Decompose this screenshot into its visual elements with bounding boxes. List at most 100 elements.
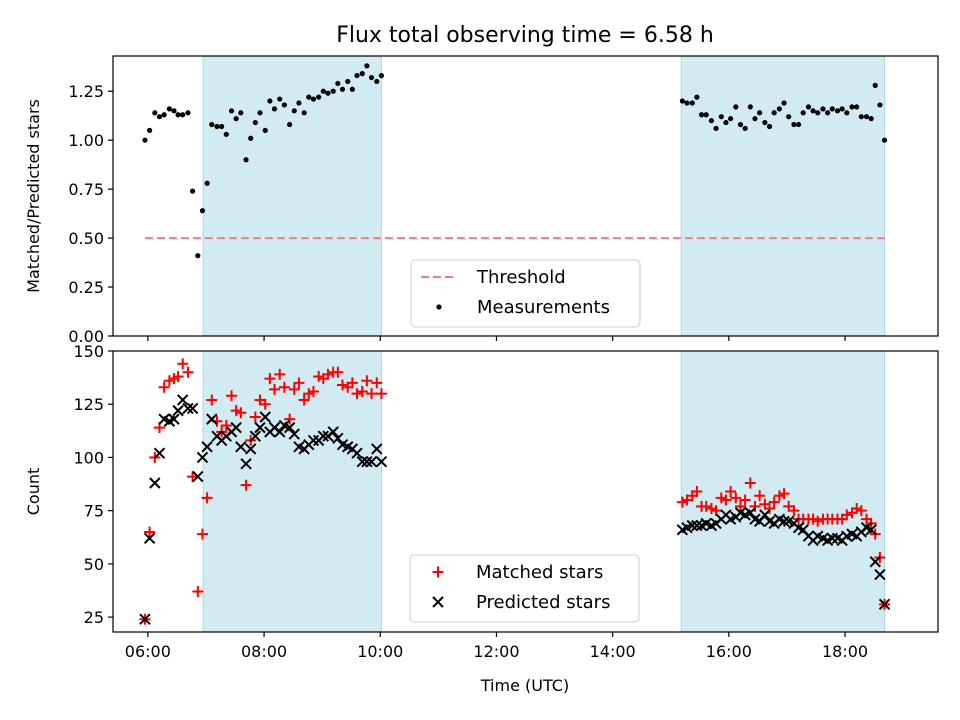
data-point bbox=[196, 451, 209, 464]
data-point bbox=[230, 421, 242, 434]
data-point bbox=[720, 494, 732, 506]
data-point bbox=[166, 106, 172, 112]
data-point bbox=[749, 500, 761, 512]
data-point bbox=[269, 383, 281, 395]
legend: Threshold Measurements bbox=[410, 259, 641, 328]
data-point bbox=[359, 71, 365, 77]
data-point bbox=[296, 100, 302, 106]
data-point bbox=[206, 394, 218, 406]
y-tick-label: 0.00 bbox=[68, 327, 104, 346]
data-point bbox=[240, 479, 252, 491]
data-point bbox=[240, 458, 252, 470]
data-point bbox=[791, 121, 797, 128]
data-point bbox=[274, 426, 286, 438]
x-tick-label: 08:00 bbox=[241, 642, 287, 661]
data-point bbox=[332, 366, 344, 378]
data-point bbox=[727, 116, 734, 122]
y-axis-label: Matched/Predicted stars bbox=[24, 99, 43, 293]
data-point bbox=[691, 519, 703, 532]
data-point bbox=[691, 486, 703, 497]
data-point bbox=[317, 430, 330, 442]
data-point bbox=[762, 119, 768, 126]
data-point bbox=[788, 505, 800, 517]
data-point bbox=[855, 505, 867, 517]
data-point bbox=[684, 100, 690, 106]
data-point bbox=[874, 568, 886, 581]
data-point bbox=[764, 503, 776, 515]
data-point bbox=[351, 447, 363, 459]
data-point bbox=[288, 383, 300, 395]
data-point bbox=[257, 110, 263, 116]
data-point bbox=[291, 108, 297, 114]
data-point bbox=[865, 524, 877, 536]
data-point bbox=[778, 515, 790, 528]
y-tick-label: 100 bbox=[73, 448, 104, 467]
data-point bbox=[771, 110, 777, 116]
data-point bbox=[825, 110, 831, 116]
data-point bbox=[330, 88, 336, 94]
count-panel: 25 50 75 100 125 150 06:00 08:00 10:00 12:00 14:00… bbox=[24, 342, 939, 661]
data-point bbox=[686, 519, 698, 532]
chart-title: Flux total observing time = 6.58 h bbox=[336, 23, 714, 48]
data-point bbox=[307, 385, 319, 397]
y-tick-label: 75 bbox=[84, 502, 104, 521]
data-point bbox=[168, 413, 180, 425]
data-point bbox=[346, 377, 358, 389]
data-point bbox=[228, 108, 235, 114]
y-axis-label: Count bbox=[24, 468, 43, 516]
data-point bbox=[238, 110, 244, 116]
data-point bbox=[195, 253, 201, 259]
legend-label: Predicted stars bbox=[476, 592, 610, 613]
data-point bbox=[182, 366, 194, 378]
data-point bbox=[320, 88, 326, 94]
data-point bbox=[252, 119, 258, 126]
data-point bbox=[235, 407, 247, 419]
data-point bbox=[737, 121, 744, 128]
data-point bbox=[147, 127, 153, 134]
data-point bbox=[800, 110, 806, 116]
data-point bbox=[142, 137, 148, 143]
data-point bbox=[713, 125, 719, 132]
data-point bbox=[744, 477, 756, 489]
data-point bbox=[863, 114, 870, 120]
data-point bbox=[283, 421, 296, 434]
data-point bbox=[243, 157, 249, 163]
data-point bbox=[281, 102, 287, 108]
data-point bbox=[209, 121, 215, 128]
data-point bbox=[192, 470, 204, 483]
x-tick-label: 10:00 bbox=[357, 642, 403, 661]
data-point bbox=[149, 477, 161, 489]
data-point bbox=[335, 80, 341, 87]
data-point bbox=[259, 398, 271, 410]
data-point bbox=[841, 509, 853, 521]
data-point bbox=[267, 98, 273, 104]
data-point bbox=[339, 86, 346, 92]
data-point bbox=[757, 110, 763, 116]
observing-interval bbox=[680, 55, 886, 337]
data-point bbox=[223, 131, 229, 137]
data-point bbox=[869, 556, 881, 568]
data-point bbox=[201, 441, 213, 453]
data-point bbox=[844, 110, 850, 116]
data-point bbox=[316, 94, 322, 100]
data-point bbox=[298, 394, 310, 406]
data-point bbox=[739, 494, 751, 506]
data-point bbox=[143, 532, 156, 545]
data-point bbox=[199, 208, 206, 214]
plot-frame bbox=[112, 350, 939, 633]
y-tick-label: 150 bbox=[73, 342, 104, 361]
legend-label: Measurements bbox=[477, 297, 610, 318]
data-point bbox=[366, 388, 378, 400]
data-point bbox=[186, 402, 199, 415]
data-point bbox=[356, 385, 368, 397]
data-point bbox=[703, 112, 709, 118]
data-point bbox=[694, 94, 700, 100]
observing-interval bbox=[680, 350, 886, 633]
legend-box bbox=[409, 554, 640, 623]
data-point bbox=[689, 100, 695, 106]
data-point bbox=[834, 108, 841, 114]
data-point bbox=[759, 509, 771, 521]
data-point bbox=[776, 106, 782, 112]
data-point bbox=[778, 488, 790, 500]
data-point bbox=[868, 116, 874, 122]
